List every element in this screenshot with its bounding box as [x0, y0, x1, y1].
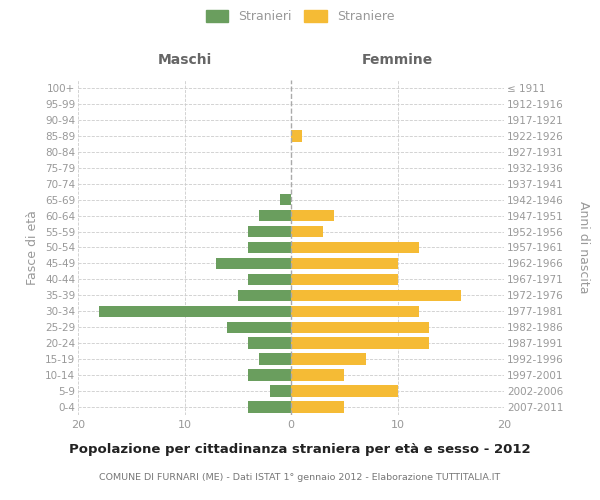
- Bar: [291, 338, 430, 349]
- Text: Maschi: Maschi: [157, 54, 212, 68]
- Bar: [259, 210, 291, 222]
- Bar: [259, 354, 291, 365]
- Text: COMUNE DI FURNARI (ME) - Dati ISTAT 1° gennaio 2012 - Elaborazione TUTTITALIA.IT: COMUNE DI FURNARI (ME) - Dati ISTAT 1° g…: [100, 472, 500, 482]
- Bar: [248, 370, 291, 381]
- Bar: [270, 386, 291, 397]
- Text: Popolazione per cittadinanza straniera per età e sesso - 2012: Popolazione per cittadinanza straniera p…: [69, 442, 531, 456]
- Bar: [291, 258, 398, 269]
- Bar: [291, 402, 344, 413]
- Bar: [248, 226, 291, 237]
- Bar: [291, 226, 323, 237]
- Text: Femmine: Femmine: [362, 54, 433, 68]
- Bar: [291, 354, 365, 365]
- Bar: [291, 370, 344, 381]
- Y-axis label: Anni di nascita: Anni di nascita: [577, 201, 590, 294]
- Bar: [291, 274, 398, 285]
- Bar: [248, 242, 291, 253]
- Bar: [291, 290, 461, 301]
- Bar: [280, 194, 291, 205]
- Bar: [291, 322, 430, 333]
- Bar: [291, 210, 334, 222]
- Bar: [217, 258, 291, 269]
- Bar: [238, 290, 291, 301]
- Bar: [248, 402, 291, 413]
- Y-axis label: Fasce di età: Fasce di età: [26, 210, 40, 285]
- Bar: [227, 322, 291, 333]
- Bar: [248, 274, 291, 285]
- Bar: [291, 242, 419, 253]
- Bar: [291, 386, 398, 397]
- Bar: [291, 130, 302, 141]
- Bar: [291, 306, 419, 317]
- Bar: [99, 306, 291, 317]
- Bar: [248, 338, 291, 349]
- Legend: Stranieri, Straniere: Stranieri, Straniere: [202, 6, 398, 27]
